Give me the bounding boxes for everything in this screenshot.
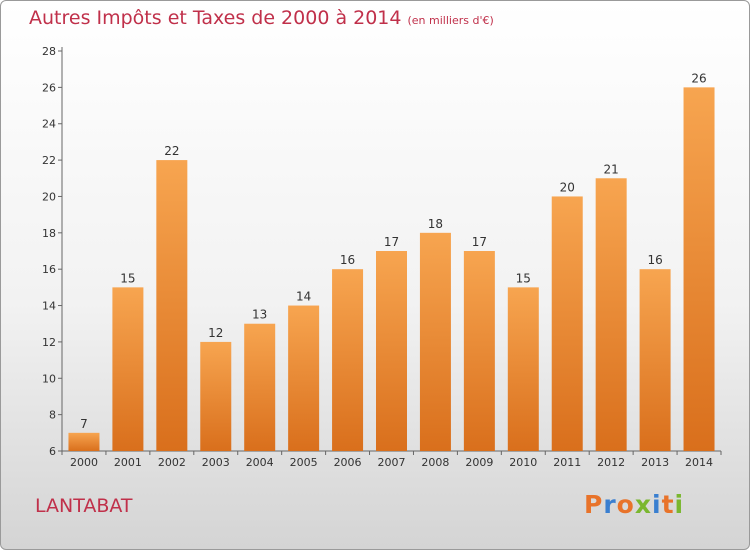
y-tick-label: 18 — [42, 227, 56, 240]
y-tick-label: 6 — [49, 445, 56, 458]
x-tick-label: 2005 — [290, 456, 318, 469]
bar — [419, 232, 451, 451]
x-tick-label: 2003 — [202, 456, 230, 469]
bar — [112, 287, 144, 451]
bar — [376, 251, 407, 451]
data-label: 7 — [80, 417, 88, 431]
data-label: 16 — [340, 253, 355, 267]
chart-title-main: Autres Impôts et Taxes de 2000 à 2014 — [29, 7, 402, 29]
bar — [288, 305, 320, 451]
x-tick-label: 2007 — [378, 456, 406, 469]
y-tick-label: 22 — [42, 154, 56, 167]
y-tick-label: 16 — [42, 263, 56, 276]
x-tick-label: 2000 — [70, 456, 98, 469]
bar — [332, 269, 364, 451]
bar — [639, 269, 671, 451]
x-tick-label: 2010 — [509, 456, 537, 469]
y-tick-label: 10 — [42, 372, 56, 385]
data-label: 15 — [120, 271, 135, 285]
proxiti-logo: Proxiti — [584, 490, 684, 519]
y-tick-label: 24 — [42, 118, 56, 131]
x-tick-label: 2006 — [334, 456, 362, 469]
data-label: 18 — [428, 217, 443, 231]
x-tick-label: 2011 — [553, 456, 581, 469]
x-tick-label: 2009 — [465, 456, 493, 469]
y-tick-label: 26 — [42, 81, 56, 94]
data-label: 13 — [252, 308, 267, 322]
y-tick-label: 28 — [42, 45, 56, 58]
brand-letter: o — [616, 490, 635, 519]
brand-letter: i — [652, 490, 662, 519]
x-tick-label: 2001 — [114, 456, 142, 469]
data-label: 26 — [691, 71, 706, 85]
x-tick-label: 2014 — [685, 456, 713, 469]
chart-title-unit: (en milliers d'€) — [407, 14, 494, 27]
x-tick-label: 2002 — [158, 456, 186, 469]
brand-letter: P — [584, 490, 604, 519]
x-tick-label: 2012 — [597, 456, 625, 469]
brand-letter: x — [634, 490, 652, 519]
brand-letter: t — [661, 490, 675, 519]
bar — [68, 432, 100, 451]
data-label: 20 — [560, 180, 575, 194]
bar — [551, 196, 583, 451]
bar — [507, 287, 539, 451]
data-label: 14 — [296, 290, 311, 304]
y-tick-label: 12 — [42, 336, 56, 349]
brand-letter: i — [674, 490, 685, 519]
data-label: 12 — [208, 326, 223, 340]
y-tick-label: 8 — [49, 409, 56, 422]
x-tick-label: 2008 — [421, 456, 449, 469]
data-label: 21 — [604, 162, 619, 176]
y-tick-label: 14 — [42, 300, 56, 313]
x-tick-label: 2013 — [641, 456, 669, 469]
location-label: LANTABAT — [35, 495, 133, 517]
y-tick-label: 20 — [42, 190, 56, 203]
bar — [683, 87, 715, 451]
data-label: 16 — [647, 253, 662, 267]
bar — [200, 341, 232, 451]
data-label: 15 — [516, 271, 531, 285]
bar — [463, 251, 495, 451]
bar — [244, 323, 276, 451]
data-label: 22 — [164, 144, 179, 158]
bar — [595, 178, 627, 452]
bar — [156, 160, 188, 451]
data-label: 17 — [384, 235, 399, 249]
chart-title: Autres Impôts et Taxes de 2000 à 2014 (en… — [29, 7, 494, 29]
x-tick-label: 2004 — [246, 456, 274, 469]
data-label: 17 — [472, 235, 487, 249]
brand-letter: r — [603, 490, 617, 519]
